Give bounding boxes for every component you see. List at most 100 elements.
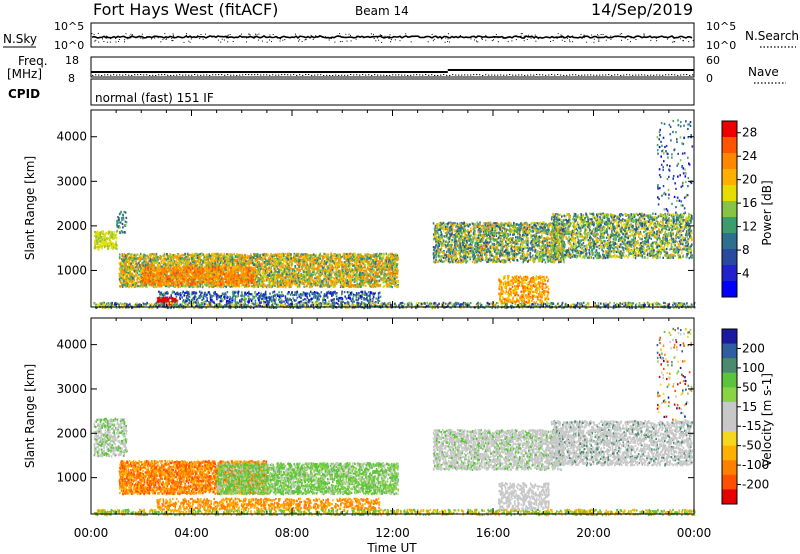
range-cell [143,264,145,266]
nave-dot [311,75,312,76]
nsearch-tick-bottom: 10^0 [706,39,736,52]
nsearch-dot [129,36,130,37]
nave-dot [410,75,411,76]
range-cell [121,253,123,255]
nsearch-dot [557,38,558,39]
nsearch-dot [258,40,259,41]
nsearch-dot [538,38,539,39]
nsearch-dot [313,39,314,40]
nave-dot [683,74,684,75]
range-cell [250,262,252,264]
nsearch-dot [203,39,204,40]
range-cell [335,262,337,264]
range-cell [356,269,358,271]
range-cell [283,258,285,260]
nsearch-dot [411,41,412,42]
nave-dot [449,75,450,76]
nsearch-dot [345,34,346,35]
range-cell [328,281,330,283]
nave-dot [221,74,222,75]
nave-dot [548,74,549,75]
range-cell [351,284,353,286]
nsearch-dot [140,38,141,39]
range-cell [295,266,297,268]
nsearch-dot [477,41,478,42]
range-cell [357,284,359,286]
nave-dot [524,75,525,76]
nsearch-dot [378,40,379,41]
nsearch-dot [553,40,554,41]
range-cell [139,259,141,261]
nave-dot [665,74,666,75]
range-cell [131,272,133,274]
range-cell [125,221,127,223]
range-cell [271,271,273,273]
range-cell [228,264,230,266]
nsearch-dot [511,40,512,41]
range-cell [190,262,192,264]
nave-dot [533,75,534,76]
nsky-line [92,36,692,38]
range-cell [348,276,350,278]
nave-dot [650,75,651,76]
range-cell [113,234,115,236]
range-cell [320,258,322,260]
nave-dot [587,75,588,76]
nave-dot [203,75,204,76]
nsearch-dot [621,33,622,34]
cpid-text: normal (fast) 151 IF [95,91,214,105]
range-cell [139,255,141,257]
nave-dot [626,74,627,75]
nsearch-dot [475,37,476,38]
nsearch-dot [616,36,617,37]
range-cell [322,285,324,287]
nave-dot [617,74,618,75]
nsearch-dot [249,34,250,35]
nave-dot [605,74,606,75]
range-cell [382,260,384,262]
range-cell [116,246,118,248]
range-cell [264,272,266,274]
range-cell [237,272,239,274]
nsearch-dot [171,38,172,39]
range-cell [157,260,159,262]
nsearch-dot [142,38,143,39]
nsearch-dot [503,38,504,39]
nave-dot [497,75,498,76]
range-cell [314,261,316,263]
range-cell [366,281,368,283]
nsearch-dot [377,37,378,38]
range-cell [206,257,208,259]
nsearch-dot [460,35,461,36]
nave-dot [314,75,315,76]
nsearch-dot [559,36,560,37]
nsearch-dot [160,41,161,42]
nsearch-dot [650,40,651,41]
nave-dot [155,75,156,76]
range-cell [109,236,111,238]
nave-dot [104,74,105,75]
nsearch-dot [173,33,174,34]
range-cell [306,271,308,273]
range-cell [139,285,141,287]
nave-dot [467,74,468,75]
range-cell [379,257,381,259]
range-cell [284,268,286,270]
nave-dot [653,75,654,76]
nsearch-dot [315,35,316,36]
nave-dot [353,75,354,76]
range-cell [363,284,365,286]
range-cell [100,240,102,242]
nave-dot [179,74,180,75]
range-cell [347,285,349,287]
nave-dot [572,74,573,75]
nsearch-dot [581,34,582,35]
nsearch-dot [535,35,536,36]
nsearch-dot [485,40,486,41]
range-cell [104,241,106,243]
range-cell [363,256,365,258]
range-cell [174,257,176,259]
nsearch-dot [212,37,213,38]
range-cell [385,257,387,259]
nave-dot [578,75,579,76]
